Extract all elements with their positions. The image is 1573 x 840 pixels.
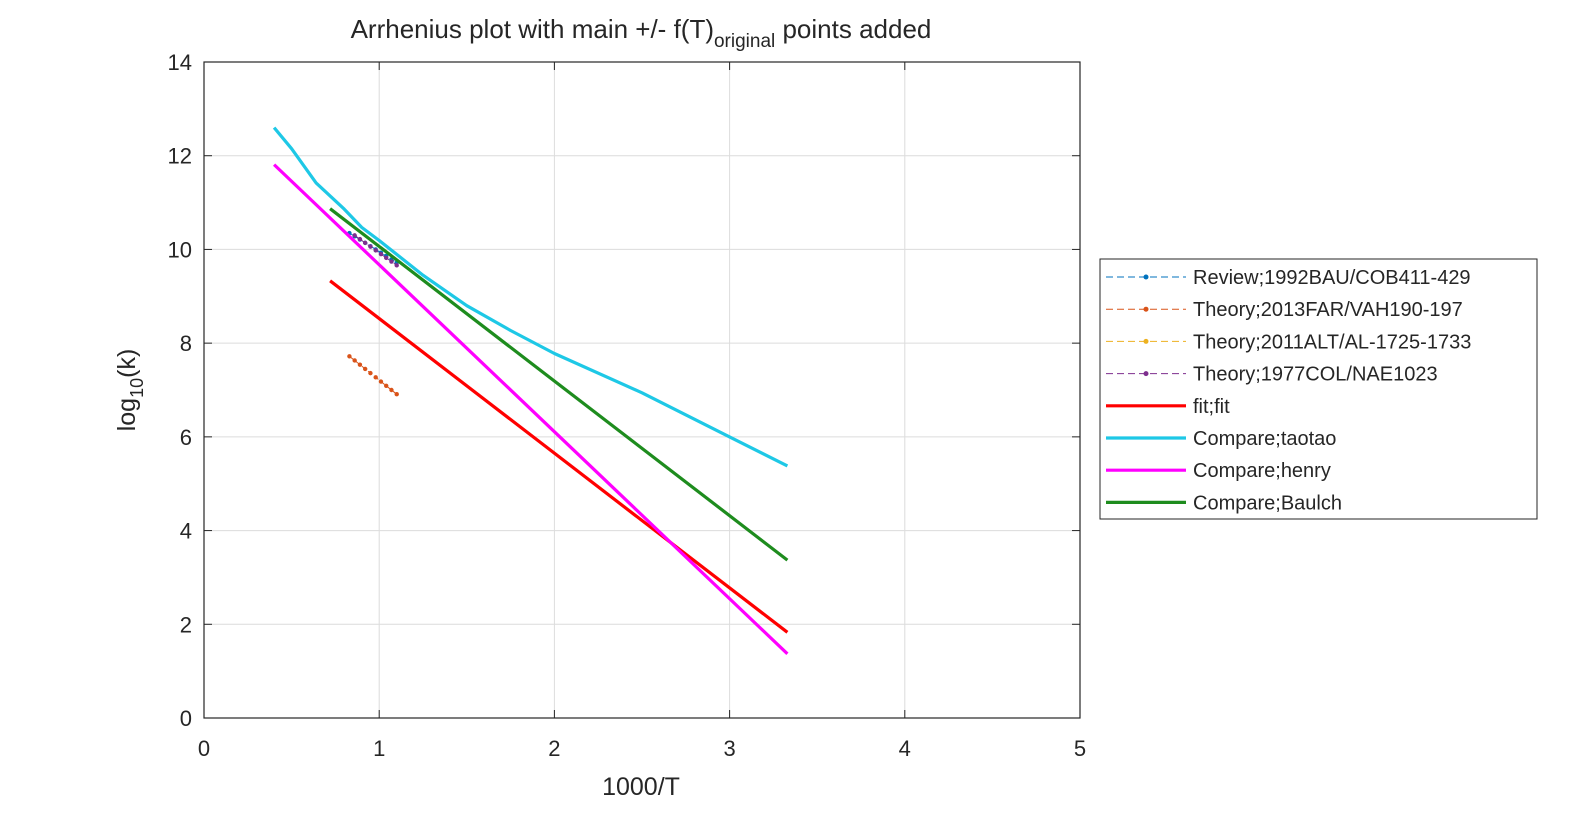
x-tick-label: 2 <box>548 736 560 761</box>
x-tick-label: 0 <box>198 736 210 761</box>
legend-marker <box>1143 274 1149 280</box>
legend-label: Compare;taotao <box>1193 428 1336 450</box>
legend-item: Compare;henry <box>1106 460 1331 482</box>
series-line <box>349 355 398 395</box>
legend: Review;1992BAU/COB411-429 Theory;2013FAR/… <box>1099 258 1538 520</box>
y-axis-label-subscript: 10 <box>127 378 147 398</box>
series-point <box>347 354 352 359</box>
series-compare-henry <box>272 163 789 655</box>
series-point <box>357 236 363 242</box>
series-point <box>394 392 399 397</box>
series-line <box>272 163 789 655</box>
chart-title-subscript: original <box>714 31 775 52</box>
x-tick-label: 3 <box>723 736 735 761</box>
x-tick-label: 4 <box>899 736 911 761</box>
legend-item: Compare;Baulch <box>1106 492 1342 514</box>
series-line <box>329 279 789 634</box>
series-point <box>368 244 373 249</box>
series-compare-baulch <box>329 207 789 562</box>
y-tick-label: 0 <box>180 706 192 731</box>
x-tick-label: 1 <box>373 736 385 761</box>
legend-marker <box>1143 338 1149 344</box>
series-point <box>352 233 357 238</box>
series-point <box>362 366 368 372</box>
axes-box <box>203 61 1081 719</box>
legend-item: Review;1992BAU/COB411-429 <box>1106 267 1471 289</box>
legend-label: Compare;henry <box>1193 460 1331 482</box>
series-point <box>384 383 389 388</box>
legend-marker <box>1143 371 1149 377</box>
legend-label: Review;1992BAU/COB411-429 <box>1193 267 1471 289</box>
chart-title-tail: points added <box>775 14 931 44</box>
legend-label: Theory;2013FAR/VAH190-197 <box>1193 299 1463 321</box>
series-point <box>352 358 357 363</box>
series-line <box>329 207 789 562</box>
y-tick-label: 2 <box>180 612 192 637</box>
series-line <box>349 232 397 263</box>
series-point <box>362 240 368 246</box>
y-axis-label-tail: (k) <box>113 349 141 378</box>
y-tick-label: 4 <box>180 519 192 544</box>
legend-item: Compare;taotao <box>1106 428 1336 450</box>
chart-title: Arrhenius plot with main +/- f(T)origina… <box>351 14 932 52</box>
series-point <box>378 379 384 384</box>
series-point <box>384 255 389 261</box>
legend-item: Theory;2011ALT/AL-1725-1733 <box>1106 331 1471 353</box>
series-compare-taotao <box>272 126 789 468</box>
legend-box <box>1099 258 1538 520</box>
legend-marker <box>1143 306 1149 312</box>
series-point <box>389 259 394 264</box>
series-point <box>389 387 394 393</box>
series-layer <box>272 126 789 655</box>
chart-title-main: Arrhenius plot with main +/- f(T) <box>351 14 714 44</box>
y-tick-label: 8 <box>180 331 192 356</box>
legend-item: fit;fit <box>1106 396 1230 418</box>
legend-label: Compare;Baulch <box>1193 492 1342 514</box>
series-theory-2013far-vah190-197 <box>347 354 399 397</box>
series-point <box>357 362 363 367</box>
series-point <box>394 263 399 268</box>
y-axis-label: log10(k) <box>113 349 147 432</box>
x-tick-label: 5 <box>1074 736 1086 761</box>
legend-label: Theory;2011ALT/AL-1725-1733 <box>1193 331 1471 353</box>
y-tick-label: 12 <box>168 144 192 169</box>
y-tick-label: 14 <box>168 50 192 75</box>
legend-label: fit;fit <box>1193 396 1230 418</box>
series-point <box>378 251 384 257</box>
x-axis-label: 1000/T <box>602 773 680 801</box>
legend-item: Theory;2013FAR/VAH190-197 <box>1106 299 1463 321</box>
y-tick-label: 10 <box>168 237 192 262</box>
series-fit-fit <box>329 279 789 634</box>
series-point <box>373 248 378 253</box>
series-point <box>368 370 373 376</box>
series-theory-1977col-nae1023 <box>352 233 399 268</box>
legend-item: Theory;1977COL/NAE1023 <box>1106 364 1438 386</box>
y-tick-label: 6 <box>180 425 192 450</box>
legend-label: Theory;1977COL/NAE1023 <box>1193 364 1438 386</box>
series-point <box>373 375 378 380</box>
series-line <box>272 126 789 468</box>
plot-area <box>204 62 1080 718</box>
y-axis-label-main: log <box>113 398 141 431</box>
